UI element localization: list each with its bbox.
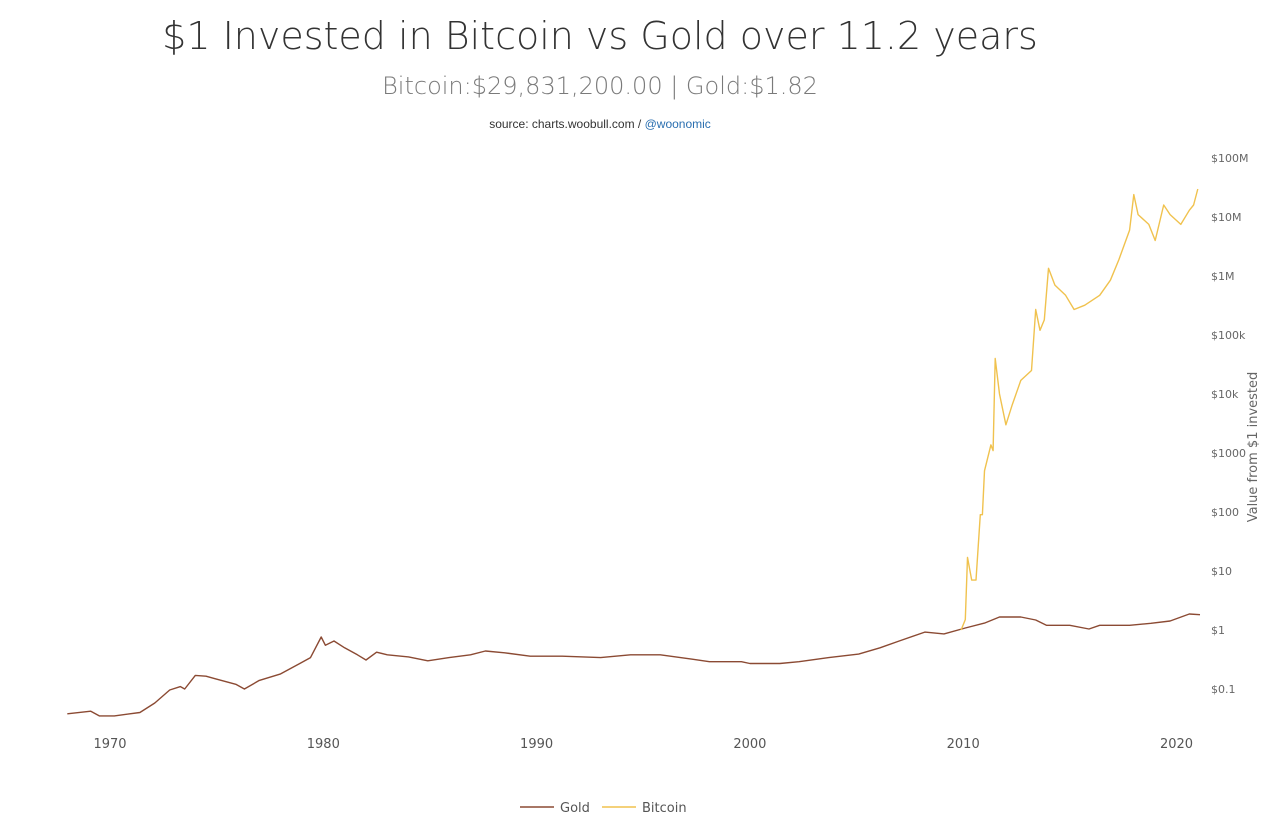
y-tick-label: $1000 <box>1211 447 1246 460</box>
source-link[interactable]: @woonomic <box>644 117 711 131</box>
y-tick-label: $10k <box>1211 388 1239 401</box>
x-tick-label: 1990 <box>520 737 553 752</box>
y-axis-label: Value from $1 invested <box>1246 372 1261 523</box>
y-tick-label: $0.1 <box>1211 683 1236 696</box>
x-tick-label: 1980 <box>307 737 340 752</box>
x-tick-label: 1970 <box>93 737 126 752</box>
x-tick-label: 2000 <box>733 737 766 752</box>
chart-title: $1 Invested in Bitcoin vs Gold over 11.2… <box>162 14 1038 58</box>
y-tick-label: $100k <box>1211 329 1246 342</box>
y-axis: $100M $10M $1M $100k $10k $1000 $100 $10 $1 $0.1 <box>1211 152 1249 696</box>
legend: Gold Bitcoin <box>520 801 687 816</box>
legend-item-bitcoin[interactable]: Bitcoin <box>602 801 687 816</box>
series-line-bitcoin <box>960 188 1199 631</box>
source-text: source: charts.woobull.com / <box>489 117 645 131</box>
series-line-gold <box>67 613 1201 717</box>
chart-subtitle: Bitcoin:$29,831,200.00 | Gold:$1.82 <box>382 72 818 100</box>
y-tick-label: $100 <box>1211 506 1239 519</box>
y-tick-label: $1 <box>1211 624 1225 637</box>
y-tick-label: $10 <box>1211 565 1232 578</box>
legend-item-gold[interactable]: Gold <box>520 801 590 816</box>
y-tick-label: $100M <box>1211 152 1249 165</box>
source-note: source: charts.woobull.com / @woonomic <box>0 117 1200 131</box>
x-tick-label: 2010 <box>947 737 980 752</box>
x-tick-label: 2020 <box>1160 737 1193 752</box>
series-lines <box>67 188 1201 717</box>
legend-label: Gold <box>560 801 590 816</box>
x-axis: 1970 1980 1990 2000 2010 2020 <box>93 737 1193 752</box>
y-tick-label: $10M <box>1211 211 1242 224</box>
y-tick-label: $1M <box>1211 270 1235 283</box>
legend-label: Bitcoin <box>642 801 687 816</box>
